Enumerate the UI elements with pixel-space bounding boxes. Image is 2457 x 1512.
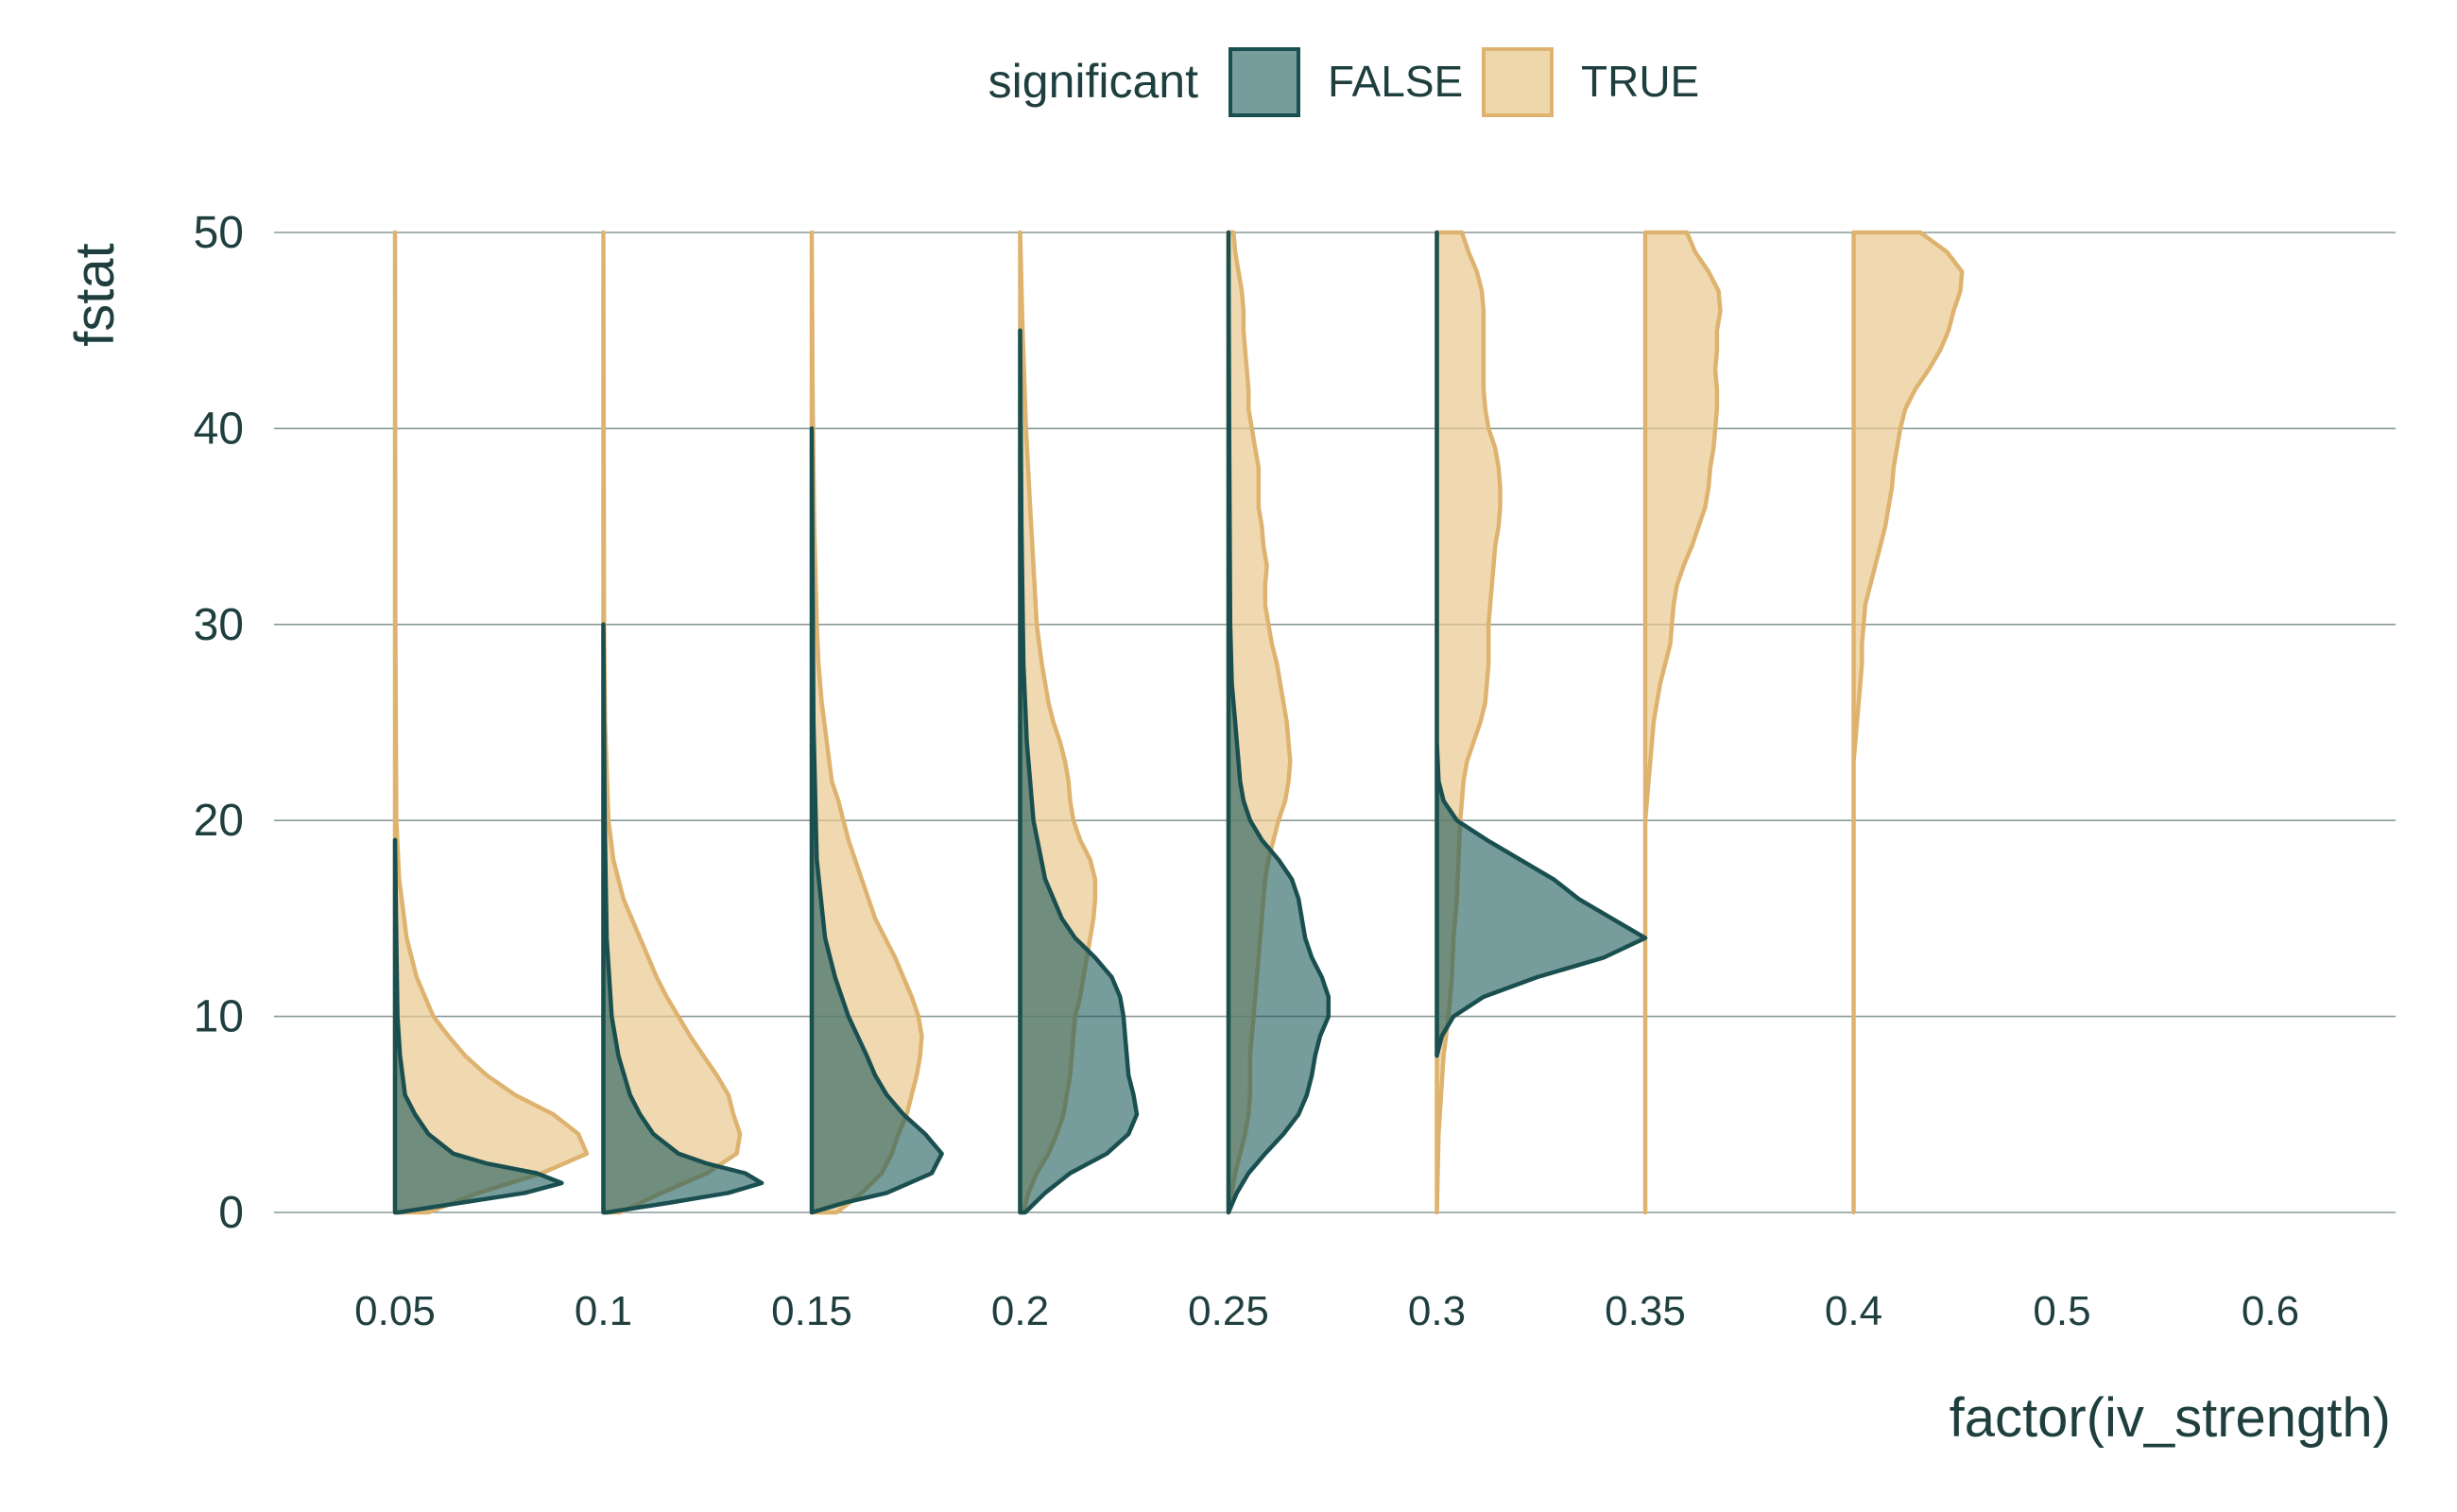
y-tick-30: 30 (194, 600, 244, 650)
x-tick-0.15: 0.15 (771, 1288, 852, 1334)
legend: significant FALSE TRUE (988, 47, 1699, 117)
legend-title: significant (988, 55, 1198, 108)
violin-true-0.3 (1435, 230, 1503, 1215)
violin-false-0.05 (392, 837, 564, 1215)
y-tick-50: 50 (194, 208, 244, 258)
x-tick-0.05: 0.05 (354, 1288, 436, 1334)
violin-true-0.1 (601, 230, 743, 1215)
x-tick-0.35: 0.35 (1605, 1288, 1686, 1334)
violin-false-0.15 (809, 426, 944, 1215)
x-tick-0.4: 0.4 (1825, 1288, 1882, 1334)
x-tick-0.5: 0.5 (2033, 1288, 2090, 1334)
violin-true-0.05 (392, 230, 590, 1215)
y-tick-0: 0 (218, 1188, 244, 1238)
x-tick-0.25: 0.25 (1188, 1288, 1269, 1334)
y-tick-40: 40 (194, 404, 244, 454)
x-tick-0.1: 0.1 (575, 1288, 632, 1334)
violin-false-0.3 (1435, 230, 1648, 1058)
violin-false-0.2 (1018, 328, 1140, 1215)
x-tick-labels: 0.05 0.1 0.15 0.2 0.25 0.3 0.35 0.4 0.5 0.6 (354, 1288, 2299, 1334)
x-tick-0.3: 0.3 (1408, 1288, 1466, 1334)
y-tick-10: 10 (194, 992, 244, 1042)
legend-label-false: FALSE (1328, 57, 1463, 106)
x-tick-0.2: 0.2 (991, 1288, 1049, 1334)
violins-false-series (392, 230, 1648, 1215)
x-axis-title: factor(iv_strength) (1950, 1387, 2391, 1449)
y-tick-labels: 0 10 20 30 40 50 (194, 208, 244, 1238)
y-gridlines (274, 232, 2396, 1213)
violins-true-series (392, 230, 1965, 1215)
violin-true-0.35 (1642, 230, 1723, 1215)
violin-true-0.4 (1851, 230, 1965, 1215)
legend-swatch-false (1228, 47, 1300, 117)
violin-false-0.25 (1226, 230, 1332, 1215)
y-tick-20: 20 (194, 796, 244, 846)
violin-false-0.1 (601, 622, 765, 1215)
legend-swatch-true (1482, 47, 1554, 117)
y-axis-title: fstat (64, 243, 126, 347)
x-tick-0.6: 0.6 (2242, 1288, 2299, 1334)
legend-label-true: TRUE (1581, 57, 1699, 106)
